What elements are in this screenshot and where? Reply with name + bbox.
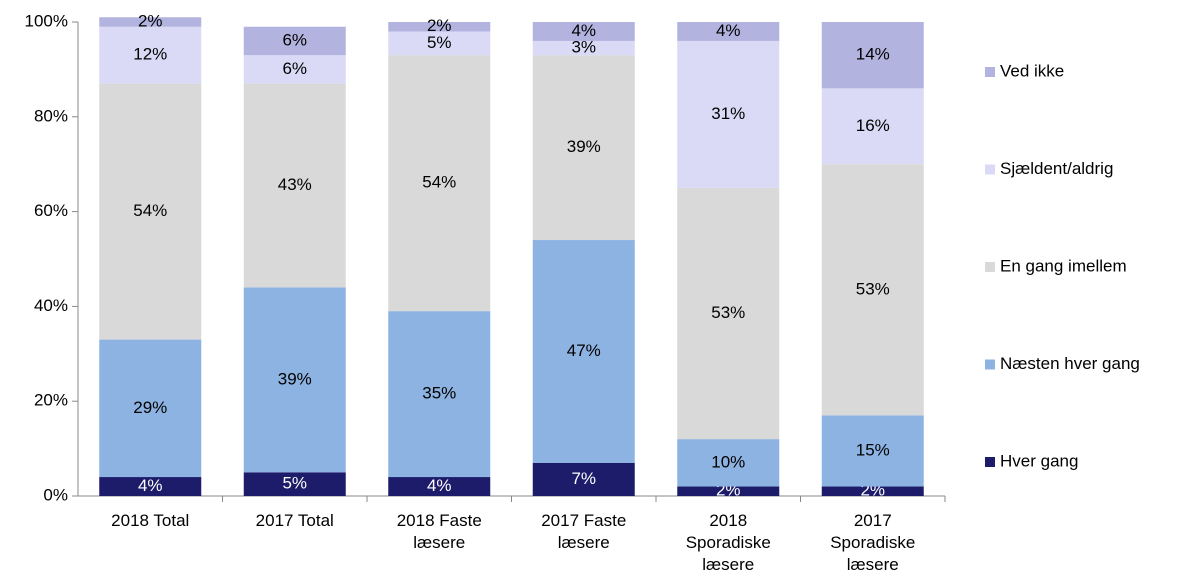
y-tick-label: 20% [34, 391, 68, 410]
legend-label: Hver gang [1000, 451, 1078, 470]
bar-segment [388, 31, 491, 56]
y-tick-label: 40% [34, 296, 68, 315]
bar-segment [388, 477, 491, 496]
bar-segment [821, 22, 924, 89]
data-label: 3% [571, 38, 596, 57]
legend-swatch [985, 457, 995, 467]
bar-segment [821, 415, 924, 487]
bar-segment [677, 439, 780, 487]
data-label: 35% [422, 384, 456, 403]
data-label: 2% [427, 16, 452, 35]
x-tick-label: 2017 Sporadiske læsere [830, 511, 916, 574]
bar-segment [99, 17, 202, 27]
x-tick-label: 2018 Sporadiske læsere [685, 511, 771, 574]
data-label: 53% [856, 279, 890, 298]
bar-segment [532, 240, 635, 463]
data-label: 16% [856, 116, 890, 135]
bar-segment [532, 55, 635, 241]
bar-segment [532, 40, 635, 56]
data-label: 54% [133, 201, 167, 220]
bar-segment [99, 477, 202, 496]
legend-label: Ved ikke [1000, 61, 1064, 80]
bar-segment [388, 55, 491, 312]
bar-segment [821, 164, 924, 416]
x-tick-label: 2018 Total [111, 511, 190, 530]
y-tick-label: 60% [34, 201, 68, 220]
bar-segment [677, 40, 780, 188]
data-label: 43% [278, 175, 312, 194]
legend-swatch [985, 359, 995, 370]
y-tick-label: 0% [43, 485, 68, 504]
data-label: 4% [716, 21, 741, 40]
data-label: 4% [138, 476, 163, 495]
legend-swatch [985, 67, 995, 77]
data-label: 53% [711, 303, 745, 322]
bar-segment [99, 26, 202, 84]
bar-segment [532, 22, 635, 41]
x-tick-label: 2017 Total [255, 511, 334, 530]
bar-segment [99, 83, 202, 340]
bar-segment [677, 22, 780, 41]
data-label: 5% [427, 33, 452, 52]
data-label: 29% [133, 398, 167, 417]
legend-swatch [985, 262, 995, 272]
legend-label: Næsten hver gang [1000, 354, 1140, 373]
bar-segment [388, 22, 491, 32]
bar-segment [243, 287, 346, 473]
bar-segment [677, 187, 780, 440]
data-label: 47% [567, 341, 601, 360]
data-label: 6% [282, 59, 307, 78]
bar-segment [243, 55, 346, 84]
bar-segment [532, 462, 635, 496]
data-label: 15% [856, 440, 890, 459]
y-tick-label: 100% [25, 11, 68, 30]
data-label: 4% [427, 476, 452, 495]
bar-segment [821, 486, 924, 496]
data-label: 39% [567, 137, 601, 156]
legend-label: Sjældent/aldrig [1000, 159, 1113, 178]
bar-segment [388, 311, 491, 478]
data-label: 2% [138, 11, 163, 30]
x-tick-label: 2018 Faste læsere [396, 511, 482, 552]
data-label: 54% [422, 173, 456, 192]
bar-segment [677, 486, 780, 496]
bar-segment [243, 472, 346, 496]
legend-swatch [985, 164, 995, 175]
data-label: 39% [278, 369, 312, 388]
data-label: 12% [133, 45, 167, 64]
data-label: 31% [711, 104, 745, 123]
x-tick-label: 2017 Faste læsere [541, 511, 627, 552]
bar-segment [99, 339, 202, 478]
legend-label: En gang imellem [1000, 256, 1127, 275]
bar-segment [821, 88, 924, 165]
y-tick-label: 80% [34, 106, 68, 125]
data-label: 4% [571, 21, 596, 40]
data-label: 5% [282, 474, 307, 493]
bar-segment [243, 83, 346, 288]
bar-segment [243, 26, 346, 56]
data-label: 14% [856, 45, 890, 64]
data-label: 10% [711, 452, 745, 471]
data-label: 7% [571, 469, 596, 488]
data-label: 6% [282, 30, 307, 49]
